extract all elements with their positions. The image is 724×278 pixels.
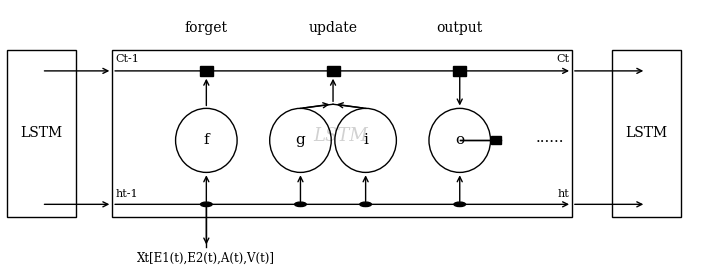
Circle shape [201,69,212,73]
Text: LSTM: LSTM [20,126,63,140]
Bar [7,50,76,217]
Text: g: g [295,133,306,147]
Text: output: output [437,21,483,35]
Text: LSTM: LSTM [625,126,668,140]
Bar [612,50,681,217]
Bar [491,136,501,144]
Text: Xt[E1(t),E2(t),A(t),V(t)]: Xt[E1(t),E2(t),A(t),V(t)] [138,252,275,265]
Circle shape [454,69,466,73]
Text: Ct-1: Ct-1 [115,54,139,64]
Text: update: update [308,21,358,35]
Bar [112,50,572,217]
Text: LSTM: LSTM [313,127,368,145]
Circle shape [454,202,466,207]
Text: forget: forget [185,21,228,35]
Text: ......: ...... [536,131,565,145]
Circle shape [295,202,306,207]
Bar [327,66,340,76]
Text: Ct: Ct [556,54,569,64]
Bar [200,66,213,76]
Text: ht: ht [557,189,569,199]
Text: i: i [363,133,368,147]
Text: o: o [455,133,464,147]
Circle shape [201,202,212,207]
Text: f: f [203,133,209,147]
Bar [453,66,466,76]
Text: ht-1: ht-1 [115,189,138,199]
Circle shape [360,202,371,207]
